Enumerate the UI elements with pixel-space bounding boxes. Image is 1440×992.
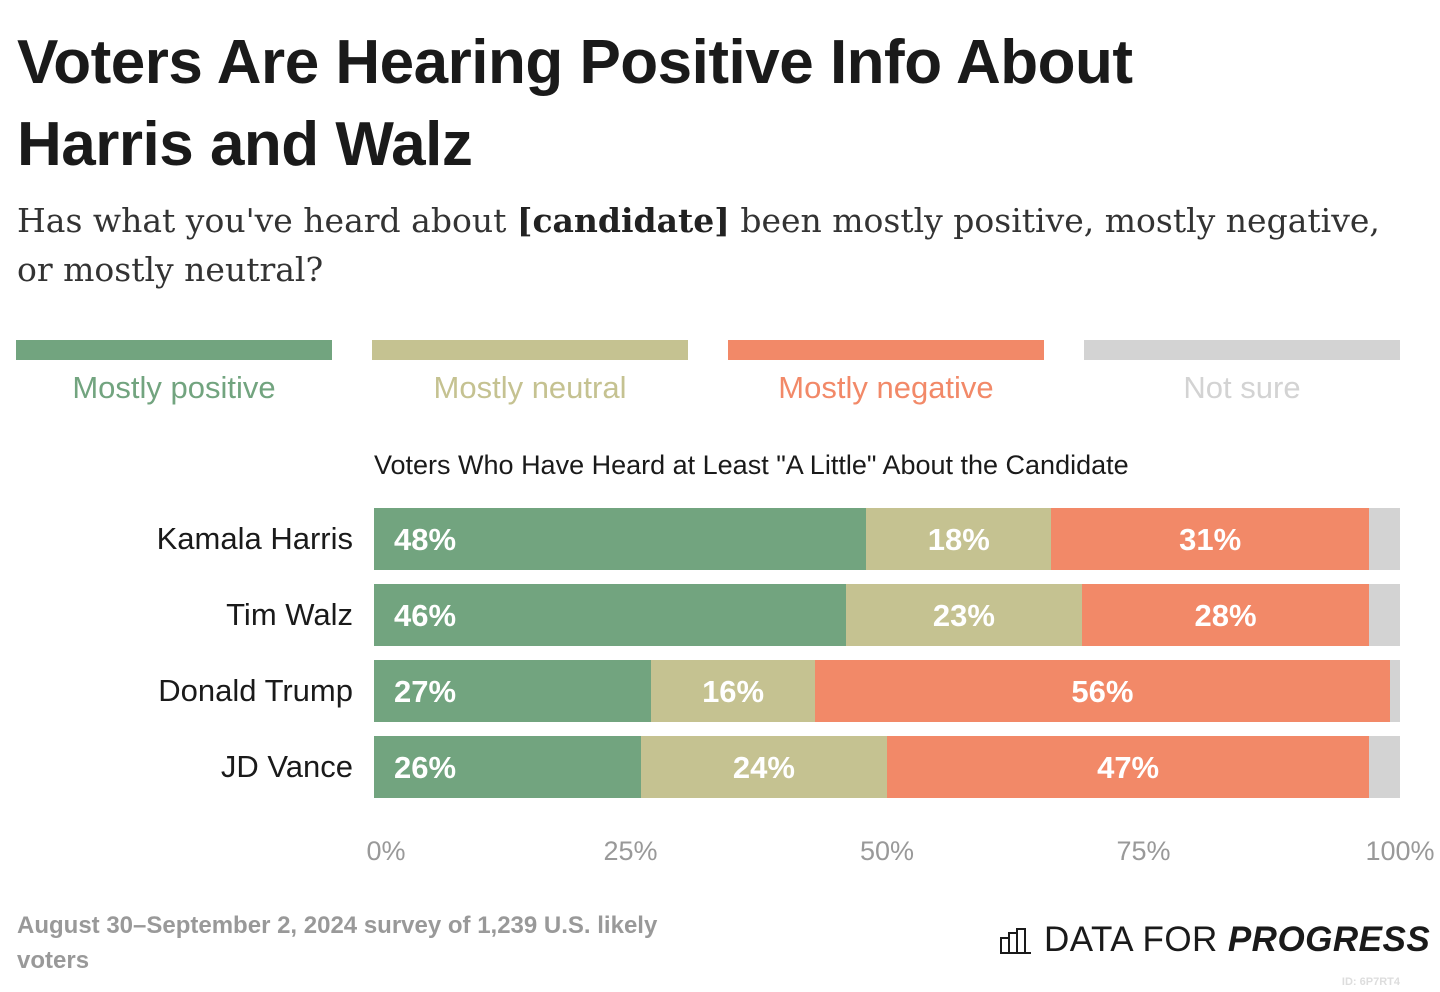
bar-segment bbox=[1081, 584, 1370, 646]
question-bold: [candidate] bbox=[516, 201, 730, 240]
legend-label: Mostly negative bbox=[778, 370, 994, 405]
data-label: 56% bbox=[1071, 674, 1134, 709]
category-label: Donald Trump bbox=[158, 673, 353, 708]
bar-segment bbox=[374, 736, 641, 798]
data-label: 16% bbox=[702, 674, 765, 709]
x-tick-label: 100% bbox=[1365, 836, 1435, 866]
logo-text-data-for: DATA FOR bbox=[1044, 920, 1218, 959]
bar-segment bbox=[1389, 660, 1400, 722]
legend-item: Mostly negative bbox=[728, 340, 1044, 406]
bar-chart-logo-icon bbox=[1000, 928, 1031, 954]
legend-swatch bbox=[1084, 340, 1400, 360]
legend-swatch bbox=[372, 340, 688, 360]
bar-segment bbox=[845, 584, 1082, 646]
bar-segment bbox=[815, 660, 1390, 722]
chart-question: Has what you've heard about [candidate] … bbox=[17, 196, 1397, 294]
bar-segment bbox=[651, 660, 816, 722]
legend-label: Mostly neutral bbox=[433, 370, 627, 405]
legend-swatch bbox=[728, 340, 1044, 360]
data-label: 31% bbox=[1179, 522, 1242, 557]
bar-segment bbox=[374, 660, 652, 722]
x-tick-label: 0% bbox=[366, 836, 406, 866]
data-label: 28% bbox=[1194, 598, 1257, 633]
data-label: 24% bbox=[732, 750, 795, 785]
x-tick-label: 75% bbox=[1116, 836, 1171, 866]
logo-text-progress: PROGRESS bbox=[1227, 920, 1431, 959]
data-label: 26% bbox=[394, 750, 457, 785]
bar-segment bbox=[866, 508, 1052, 570]
data-label: 46% bbox=[394, 598, 457, 633]
bar-segment bbox=[374, 584, 846, 646]
bar-segment bbox=[1051, 508, 1370, 570]
bar-segment bbox=[887, 736, 1370, 798]
category-label: JD Vance bbox=[220, 749, 353, 784]
legend-item: Not sure bbox=[1084, 340, 1400, 406]
bar-segment bbox=[1369, 584, 1400, 646]
bar-segment bbox=[640, 736, 887, 798]
chart-subtitle: Voters Who Have Heard at Least "A Little… bbox=[374, 450, 1129, 480]
question-text-end: been mostly positive, mostly negative, o… bbox=[17, 201, 1380, 289]
x-tick-label: 50% bbox=[859, 836, 915, 866]
legend-label: Not sure bbox=[1183, 370, 1301, 405]
data-for-progress-logo: DATA FOR PROGRESS bbox=[1000, 920, 1430, 960]
bar-segment bbox=[1369, 508, 1400, 570]
data-label: 47% bbox=[1097, 750, 1160, 785]
bar-segment bbox=[1369, 736, 1400, 798]
category-label: Kamala Harris bbox=[156, 521, 353, 556]
data-label: 23% bbox=[932, 598, 995, 633]
chart-title: Voters Are Hearing Positive Info About H… bbox=[17, 28, 1133, 179]
legend-label: Mostly positive bbox=[72, 370, 276, 405]
data-label: 48% bbox=[394, 522, 457, 557]
question-text: Has what you've heard about bbox=[17, 201, 517, 240]
data-label: 27% bbox=[394, 674, 457, 709]
chart-id: ID: 6P7RT4 bbox=[1341, 976, 1400, 988]
x-tick-label: 25% bbox=[603, 836, 658, 866]
data-label: 18% bbox=[927, 522, 990, 557]
legend-item: Mostly neutral bbox=[372, 340, 688, 406]
legend-item: Mostly positive bbox=[16, 340, 332, 406]
bar-segment bbox=[374, 508, 867, 570]
legend-swatch bbox=[16, 340, 332, 360]
category-label: Tim Walz bbox=[226, 597, 353, 632]
survey-note: August 30–September 2, 2024 survey of 1,… bbox=[17, 912, 658, 974]
